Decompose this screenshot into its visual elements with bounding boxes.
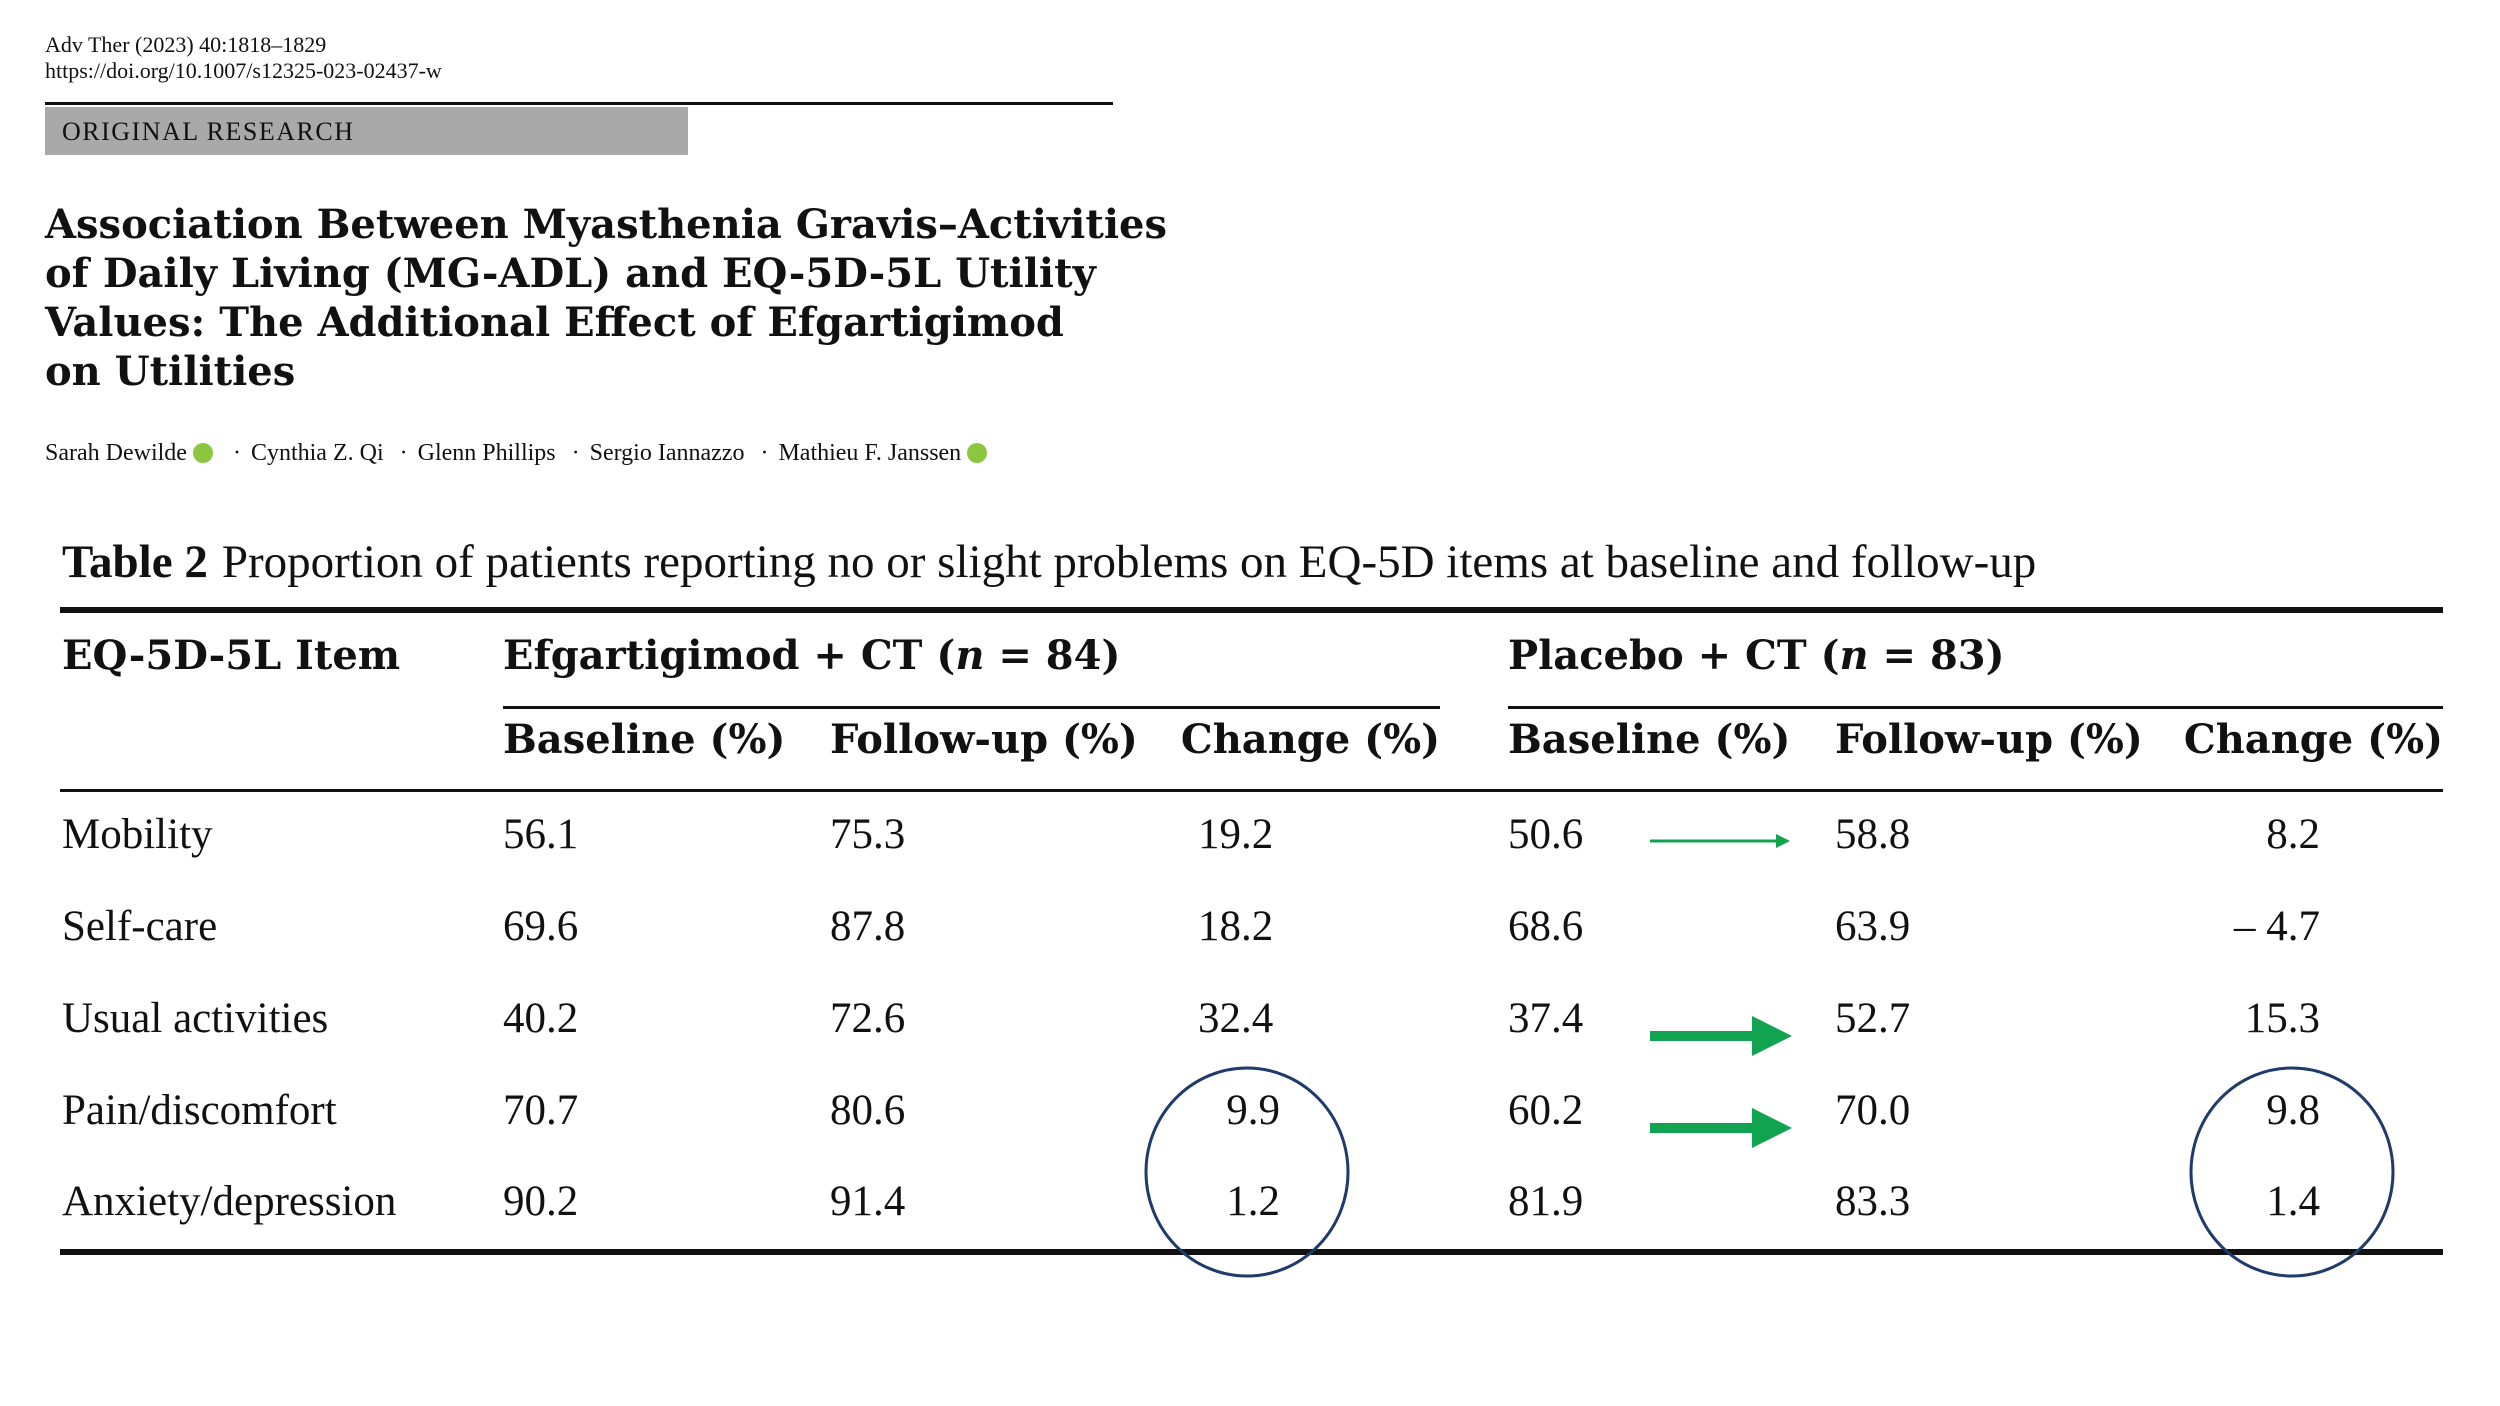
cell-pbo-change: 9.8 <box>2266 1087 2320 1134</box>
author-separator: · <box>232 440 241 466</box>
group-n-symbol: n <box>1839 632 1869 679</box>
group-n-prefix: ( <box>1820 632 1840 679</box>
cell-pbo-followup: 52.7 <box>1835 995 1911 1042</box>
title-line: Association Between Myasthenia Gravis–Ac… <box>45 201 1167 248</box>
highlight-circle <box>2189 1066 2395 1278</box>
article-title: Association Between Myasthenia Gravis–Ac… <box>45 200 1167 396</box>
cell-pbo-change: 15.3 <box>2244 995 2320 1042</box>
thick-arrow-icon <box>1650 1108 1792 1148</box>
table-top-rule <box>60 607 2443 613</box>
cell-efg-baseline: 40.2 <box>503 995 579 1042</box>
group-name: Efgartigimod + CT <box>503 632 923 679</box>
row-item-label: Anxiety/depression <box>62 1178 397 1225</box>
cell-efg-change: 19.2 <box>1198 811 1274 858</box>
cell-pbo-baseline: 60.2 <box>1508 1087 1584 1134</box>
subheader-pbo-change: Change (%) <box>2183 716 2443 763</box>
highlight-circle <box>1144 1066 1350 1278</box>
row-item-label: Self-care <box>62 903 218 950</box>
title-line: of Daily Living (MG-ADL) and EQ-5D-5L Ut… <box>45 250 1096 297</box>
author-name: Sergio Iannazzo <box>589 440 745 466</box>
group-n-symbol: n <box>955 632 985 679</box>
author-name: Sarah Dewilde <box>45 440 187 466</box>
cell-pbo-change: 1.4 <box>2266 1178 2320 1225</box>
circle-group <box>1144 1066 2395 1278</box>
row-item-label: Mobility <box>62 811 213 858</box>
orcid-icon[interactable] <box>192 443 213 463</box>
cell-pbo-baseline: 37.4 <box>1508 995 1584 1042</box>
subheader-efg-baseline: Baseline (%) <box>503 716 786 763</box>
orcid-icon[interactable] <box>967 443 988 463</box>
group-name: Placebo + CT <box>1508 632 1807 679</box>
author-list: Sarah Dewilde · Cynthia Z. Qi · Glenn Phil… <box>45 440 991 467</box>
section-label-bar: ORIGINAL RESEARCH <box>45 107 688 155</box>
cell-efg-baseline: 90.2 <box>503 1178 579 1225</box>
group-rule-efgartigimod <box>503 706 1440 709</box>
author-name: Glenn Phillips <box>417 440 556 466</box>
title-line: Values: The Additional Effect of Efgarti… <box>45 299 1064 346</box>
cell-efg-baseline: 56.1 <box>503 811 579 858</box>
cell-pbo-followup: 83.3 <box>1835 1178 1911 1225</box>
cell-pbo-followup: 58.8 <box>1835 811 1911 858</box>
cell-efg-change: 32.4 <box>1198 995 1274 1042</box>
title-line: on Utilities <box>45 348 296 395</box>
group-n-prefix: ( <box>936 632 956 679</box>
journal-doi-link[interactable]: https://doi.org/10.1007/s12325-023-02437… <box>45 58 442 83</box>
table-caption-text: Proportion of patients reporting no or s… <box>221 536 2037 588</box>
cell-pbo-change: 8.2 <box>2266 811 2320 858</box>
cell-efg-followup: 91.4 <box>830 1178 906 1225</box>
author-separator: · <box>760 440 769 466</box>
group-header-efgartigimod: Efgartigimod + CT (n = 84) <box>503 632 1120 679</box>
cell-efg-change: 18.2 <box>1198 903 1274 950</box>
group-n-suffix: = 83) <box>1868 632 2005 679</box>
author-separator: · <box>571 440 580 466</box>
cell-pbo-followup: 63.9 <box>1835 903 1911 950</box>
cell-efg-followup: 80.6 <box>830 1087 906 1134</box>
subheader-efg-followup: Follow-up (%) <box>830 716 1138 763</box>
group-rule-placebo <box>1508 706 2443 709</box>
cell-efg-followup: 72.6 <box>830 995 906 1042</box>
journal-citation: Adv Ther (2023) 40:1818–1829 <box>45 32 327 57</box>
header-bottom-rule <box>60 789 2443 792</box>
subheader-efg-change: Change (%) <box>1180 716 1440 763</box>
author-name: Mathieu F. Janssen <box>778 440 962 466</box>
arrow-group <box>1650 834 1792 1148</box>
subheader-pbo-followup: Follow-up (%) <box>1835 716 2143 763</box>
table-bottom-rule <box>60 1249 2443 1255</box>
header-rule <box>45 102 1113 105</box>
table-label: Table 2 <box>62 536 208 588</box>
group-n-suffix: = 84) <box>984 632 1121 679</box>
author-separator: · <box>399 440 408 466</box>
group-header-placebo: Placebo + CT (n = 83) <box>1508 632 2005 679</box>
cell-pbo-change: – 4.7 <box>2234 903 2320 950</box>
journal-info: Adv Ther (2023) 40:1818–1829 https://doi… <box>45 32 442 84</box>
cell-efg-followup: 75.3 <box>830 811 906 858</box>
thin-arrow-icon <box>1650 834 1790 848</box>
cell-pbo-baseline: 81.9 <box>1508 1178 1584 1225</box>
row-item-label: Pain/discomfort <box>62 1087 337 1134</box>
cell-pbo-baseline: 68.6 <box>1508 903 1584 950</box>
cell-efg-baseline: 70.7 <box>503 1087 579 1134</box>
cell-efg-followup: 87.8 <box>830 903 906 950</box>
cell-efg-baseline: 69.6 <box>503 903 579 950</box>
cell-efg-change: 9.9 <box>1226 1087 1280 1134</box>
item-column-header: EQ-5D-5L Item <box>62 632 401 679</box>
cell-efg-change: 1.2 <box>1226 1178 1280 1225</box>
cell-pbo-followup: 70.0 <box>1835 1087 1911 1134</box>
table-caption: Table 2 Proportion of patients reporting … <box>62 535 2036 589</box>
cell-pbo-baseline: 50.6 <box>1508 811 1584 858</box>
section-label: ORIGINAL RESEARCH <box>62 117 355 146</box>
author-name: Cynthia Z. Qi <box>250 440 384 466</box>
thick-arrow-icon <box>1650 1016 1792 1056</box>
subheader-pbo-baseline: Baseline (%) <box>1508 716 1791 763</box>
row-item-label: Usual activities <box>62 995 329 1042</box>
